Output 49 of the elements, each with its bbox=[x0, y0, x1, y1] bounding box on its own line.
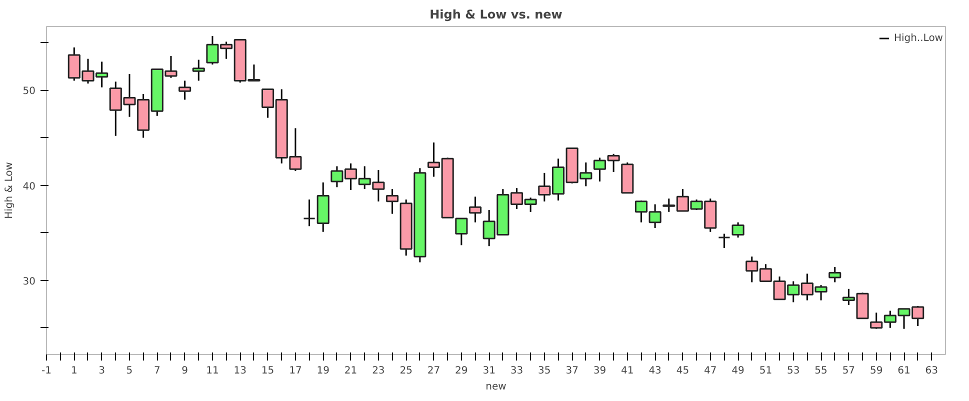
x-tick-label: 7 bbox=[154, 366, 160, 376]
x-tick-label: 43 bbox=[648, 366, 662, 376]
candlestick bbox=[468, 196, 482, 224]
candlestick bbox=[718, 233, 730, 249]
x-axis-title: new bbox=[486, 382, 506, 392]
candlestick bbox=[303, 198, 316, 227]
x-tick-label: 11 bbox=[206, 366, 219, 376]
x-tick-label: 31 bbox=[482, 366, 496, 376]
candlestick bbox=[732, 222, 744, 238]
x-tick-label: 41 bbox=[621, 366, 634, 376]
x-tick-label: 17 bbox=[289, 366, 302, 376]
x-tick-label: 59 bbox=[870, 366, 883, 376]
x-tick-label: 55 bbox=[814, 366, 828, 376]
x-tick-label: 63 bbox=[925, 366, 938, 376]
y-tick-label: 30 bbox=[22, 276, 36, 288]
y-axis-title: High & Low bbox=[4, 162, 15, 219]
candlestick bbox=[386, 188, 399, 215]
x-tick-label: 49 bbox=[732, 366, 744, 376]
x-tick-label: 21 bbox=[344, 366, 358, 376]
x-tick-label: 3 bbox=[98, 366, 106, 376]
x-tick-label: 57 bbox=[842, 366, 856, 376]
y-tick-label: 50 bbox=[22, 86, 36, 98]
x-tick-label: 39 bbox=[593, 366, 606, 376]
y-tick-label: 40 bbox=[22, 181, 36, 192]
x-tick-label: 19 bbox=[316, 366, 330, 376]
text: High..Low bbox=[894, 32, 943, 44]
x-tick-label: 61 bbox=[898, 366, 910, 376]
x-tick-label: 15 bbox=[261, 366, 274, 376]
candlestick bbox=[178, 80, 192, 100]
x-tick-label: -1 bbox=[42, 366, 52, 376]
chart-title: High & Low vs. new bbox=[430, 8, 562, 22]
x-tick-label: 33 bbox=[510, 366, 524, 376]
x-tick-label: 35 bbox=[538, 366, 551, 376]
x-tick-label: 47 bbox=[704, 366, 717, 376]
x-tick-label: 37 bbox=[566, 366, 578, 376]
x-tick-label: 25 bbox=[400, 366, 412, 376]
candlestick bbox=[828, 266, 842, 283]
x-tick-label: 29 bbox=[455, 366, 468, 376]
candlestick bbox=[455, 218, 468, 246]
x-tick-label: 27 bbox=[427, 366, 440, 376]
x-tick-label: 1 bbox=[70, 366, 78, 376]
x-tick-label: 5 bbox=[126, 366, 133, 376]
x-tick-label: 45 bbox=[676, 366, 690, 376]
x-tick-label: 23 bbox=[372, 366, 385, 376]
candlestick bbox=[192, 59, 205, 82]
x-tick-label: 51 bbox=[759, 366, 772, 376]
x-tick-label: 9 bbox=[182, 366, 188, 376]
x-tick-label: 13 bbox=[234, 366, 247, 376]
x-tick-label: 53 bbox=[787, 366, 800, 376]
